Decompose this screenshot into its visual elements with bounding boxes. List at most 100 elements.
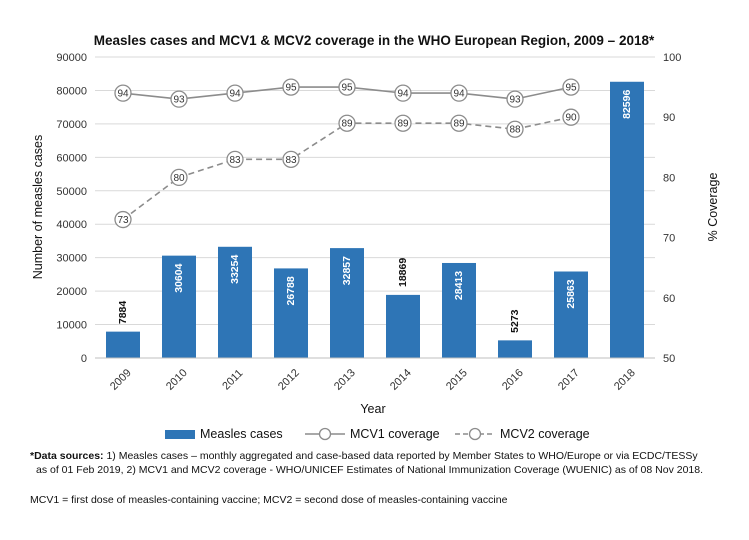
point-value-label: 83 — [229, 155, 241, 166]
bar — [218, 246, 252, 358]
line-point — [226, 150, 244, 168]
point-value-label: 90 — [565, 113, 577, 124]
x-tick-label: 2016 — [500, 367, 526, 393]
y-axis-label: Number of measles cases — [31, 135, 45, 280]
bar — [330, 248, 364, 358]
coverage-lines: 94 93 94 95 95 94 94 93 95 73 80 83 83 89 89 89 88 90 — [114, 78, 580, 229]
line-path — [122, 116, 572, 221]
line-point — [562, 108, 580, 126]
y2-tick-label: 80 — [663, 172, 675, 184]
point-value-label: 73 — [117, 215, 129, 226]
y2-tick-label: 70 — [663, 233, 675, 245]
bar-value-label: 5273 — [509, 309, 521, 333]
bar-value-label: 32857 — [341, 256, 353, 285]
point-value-label: 95 — [341, 83, 353, 94]
definitions-note: MCV1 = first dose of measles-containing … — [30, 494, 508, 506]
bar-value-label: 25863 — [565, 279, 577, 308]
line-point — [506, 120, 524, 138]
data-sources-line2: as of 01 Feb 2019, 2) MCV1 and MCV2 cove… — [36, 464, 704, 476]
point-value-label: 94 — [453, 89, 465, 100]
chart-title: Measles cases and MCV1 & MCV2 coverage i… — [94, 33, 655, 48]
bar-value-label: 30604 — [173, 263, 185, 292]
y-tick-label: 80000 — [56, 85, 87, 97]
x-tick-label: 2009 — [108, 367, 134, 393]
bar-value-label: 26788 — [285, 276, 297, 305]
line-point — [450, 114, 468, 132]
line-point — [338, 78, 356, 96]
point-value-label: 94 — [117, 89, 129, 100]
data-sources-note: *Data sources: 1) Measles cases – monthl… — [30, 449, 703, 477]
point-value-label: 89 — [453, 119, 465, 130]
x-tick-label: 2012 — [276, 367, 302, 393]
y-tick-label: 40000 — [56, 219, 87, 231]
y2-tick-label: 90 — [663, 112, 675, 124]
line-point — [450, 84, 468, 102]
y-tick-label: 70000 — [56, 119, 87, 131]
point-value-label: 94 — [397, 89, 409, 100]
y-tick-label: 10000 — [56, 320, 87, 332]
x-tick-label: 2014 — [388, 367, 414, 393]
bar-value-label: 82596 — [621, 90, 633, 119]
x-tick-label: 2018 — [612, 367, 638, 393]
y-tick-label: 50000 — [56, 186, 87, 198]
legend-marker-mcv1 — [318, 427, 332, 441]
bar-value-label: 33254 — [229, 255, 241, 284]
x-tick-label: 2015 — [444, 367, 470, 393]
legend-swatch-cases — [165, 430, 195, 439]
line-point — [282, 78, 300, 96]
bar — [106, 331, 140, 358]
line-point — [506, 90, 524, 108]
bar — [162, 255, 196, 358]
x-tick-label: 2011 — [220, 367, 245, 392]
bars: 7884 30604 33254 26788 32857 18869 28413 5273 25… — [106, 81, 644, 358]
x-tick-label: 2013 — [332, 367, 358, 393]
line-point — [282, 150, 300, 168]
bar-value-label: 7884 — [117, 301, 129, 325]
bar — [386, 294, 420, 358]
point-value-label: 93 — [509, 95, 521, 106]
bar — [498, 340, 532, 358]
x-tick-label: 2010 — [164, 367, 190, 393]
line-point — [170, 168, 188, 187]
point-value-label: 80 — [173, 173, 185, 184]
legend-label-cases: Measles cases — [200, 427, 283, 441]
y-tick-label: 0 — [81, 353, 87, 365]
legend-label-mcv2: MCV2 coverage — [500, 427, 590, 441]
point-value-label: 83 — [285, 155, 297, 166]
bar-value-label: 28413 — [453, 271, 465, 300]
bar — [442, 262, 476, 358]
y-tick-label: 90000 — [56, 52, 87, 64]
x-tick-label: 2017 — [556, 367, 582, 393]
point-value-label: 95 — [285, 83, 297, 94]
data-sources-heading: *Data sources: — [30, 450, 104, 462]
line-point — [114, 84, 132, 102]
line-point — [394, 84, 412, 102]
line-point — [338, 114, 356, 132]
point-value-label: 94 — [229, 89, 241, 100]
line-point — [226, 84, 244, 102]
x-axis-label: Year — [360, 402, 385, 416]
y-tick-label: 20000 — [56, 286, 87, 298]
y-tick-label: 60000 — [56, 152, 87, 164]
data-sources-line1: 1) Measles cases – monthly aggregated an… — [103, 450, 698, 462]
y2-tick-label: 100 — [663, 52, 681, 64]
bar — [610, 81, 644, 358]
point-value-label: 93 — [173, 95, 185, 106]
y-tick-label: 30000 — [56, 253, 87, 265]
line-point — [394, 114, 412, 132]
bar — [274, 268, 308, 358]
y2-tick-label: 50 — [663, 353, 675, 365]
bar — [554, 271, 588, 358]
point-value-label: 89 — [341, 119, 353, 130]
y2-axis-label: % Coverage — [706, 173, 720, 242]
point-value-label: 95 — [565, 83, 577, 94]
line-point — [114, 210, 132, 229]
point-value-label: 89 — [397, 119, 409, 130]
y2-tick-label: 60 — [663, 293, 675, 305]
line-point — [562, 78, 580, 96]
bar-value-label: 18869 — [397, 258, 409, 287]
legend-marker-mcv2 — [468, 427, 482, 441]
legend-label-mcv1: MCV1 coverage — [350, 427, 440, 441]
line-point — [170, 90, 188, 108]
legend: Measles cases MCV1 coverage MCV2 coverage — [165, 427, 590, 441]
